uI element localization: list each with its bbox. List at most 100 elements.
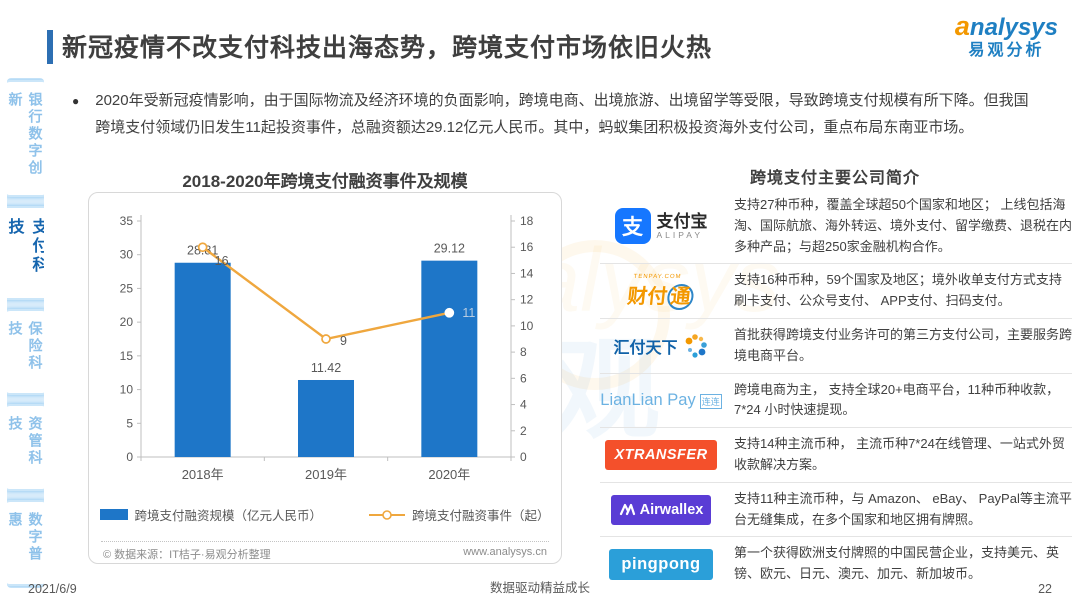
summary-text: 2020年受新冠疫情影响，由于国际物流及经济环境的负面影响，跨境电商、出境旅游、… (95, 92, 1029, 136)
xtransfer-logo: XTRANSFER (605, 439, 717, 470)
company-desc: 支持14种主流币种， 主流币种7*24在线管理、一站式外贸收款解决方案。 (734, 436, 1065, 472)
right-axis-tick: 12 (520, 293, 534, 307)
left-axis-tick: 35 (120, 214, 134, 228)
line-label: 16 (215, 254, 229, 268)
right-axis-tick: 4 (520, 398, 527, 412)
analysys-logo-wordmark: analysys (954, 11, 1058, 42)
footer-date: 2021/6/9 (28, 582, 77, 596)
analysys-url-link[interactable]: www.analysys.cn (463, 546, 547, 558)
data-source-text: © 数据来源：IT桔子·易观分析整理 (103, 549, 271, 561)
lianlian-logo-en: LianLian Pay (600, 390, 696, 409)
company-desc: 第一个获得欧洲支付牌照的中国民营企业，支持美元、英镑、欧元、日元、澳元、加元、新… (734, 545, 1060, 582)
line-swatch-icon (369, 509, 405, 520)
companies-list: 支 支付宝 ALIPAY 支持27种币种，覆盖全球超50个国家和地区； 上线包括… (600, 189, 1072, 591)
lianlian-logo-cn: 连连 (699, 393, 722, 409)
page-title: 新冠疫情不改支付科技出海态势，跨境支付市场依旧火热 (62, 34, 713, 62)
tenpay-logo-cn: 财付 (626, 285, 669, 308)
left-axis-tick: 15 (120, 349, 134, 363)
bar-label: 29.12 (434, 242, 465, 256)
sidebar-item-banking-digital[interactable]: 银行数字创新 (7, 80, 44, 198)
chart-divider (101, 541, 549, 542)
data-point (444, 307, 455, 318)
company-desc: 支持11种主流币种，与 Amazon、 eBay、 PayPal等主流平台无缝集… (734, 490, 1072, 527)
alipay-icon: 支 (614, 208, 651, 245)
x-axis-label: 2018年 (182, 467, 224, 482)
alipay-logo-cn: 支付宝 (656, 211, 708, 231)
chart-card: 0510152025303502468101214161828.812018年1… (88, 192, 562, 564)
bar-2020年 (421, 260, 478, 457)
analysys-wordmark-rest: nalysys (969, 14, 1058, 41)
alipay-logo-en: ALIPAY (656, 230, 704, 241)
airwallex-logo-text: Airwallex (639, 501, 704, 518)
huifu-logo: 汇付天下 (613, 333, 708, 359)
pingpong-logo-text: pingpong (621, 554, 701, 573)
data-point (321, 334, 331, 344)
huifu-logo-cn: 汇付天下 (613, 339, 678, 357)
sidebar-item-payment-tech[interactable]: 支付科技 (7, 206, 44, 301)
bar-swatch-icon (100, 509, 129, 520)
right-axis-tick: 18 (520, 214, 534, 228)
right-axis-tick: 2 (520, 424, 527, 438)
page-number: 22 (1038, 582, 1052, 596)
chart-legend: 跨境支付融资规模（亿元人民币） 跨境支付融资事件（起） (89, 505, 561, 524)
right-axis-tick: 14 (520, 266, 534, 280)
huifu-pinwheel-icon (685, 333, 707, 358)
right-axis-tick: 0 (520, 450, 527, 464)
title-accent-bar (47, 30, 53, 64)
chart-source-row: © 数据来源：IT桔子·易观分析整理 www.analysys.cn (103, 546, 547, 562)
left-axis-tick: 10 (120, 383, 134, 397)
company-desc: 支持16种币种，59个国家及地区；境外收单支付方式支持刷卡支付、公众号支付、 A… (734, 272, 1062, 309)
bullet-icon: ● (72, 94, 80, 108)
companies-panel-title: 跨境支付主要公司简介 (749, 170, 920, 187)
right-axis-tick: 6 (520, 371, 527, 385)
summary-bullet: ● 2020年受新冠疫情影响，由于国际物流及经济环境的负面影响，跨境电商、出境旅… (72, 88, 1032, 141)
left-axis-tick: 0 (126, 450, 133, 464)
lianlian-logo: LianLian Pay 连连 (600, 390, 722, 410)
tenpay-logo: TENPAY.COM 财付通 (626, 273, 696, 310)
company-row-lianlian: LianLian Pay 连连 跨境电商为主， 支持全球20+电商平台，11种币… (600, 374, 1072, 429)
company-row-huifu: 汇付天下 首批获得跨境支付业务许可的第三方支付公司，主要服务跨境电商平台。 (600, 319, 1072, 374)
line-label: 11 (462, 306, 475, 320)
pingpong-logo: pingpong (609, 548, 713, 580)
sidebar-item-digital-inclusion[interactable]: 数字普惠 (7, 499, 44, 586)
legend-bar-series: 跨境支付融资规模（亿元人民币） (100, 505, 322, 524)
analysys-logo-cn: 易观分析 (968, 41, 1045, 59)
x-axis-label: 2020年 (428, 467, 470, 482)
legend-line-series: 跨境支付融资事件（起） (368, 505, 550, 524)
funding-chart: 0510152025303502468101214161828.812018年1… (120, 214, 534, 482)
company-desc: 跨境电商为主， 支持全球20+电商平台，11种币种收款，7*24 小时快速提现。 (734, 381, 1060, 418)
analysys-logo: analysys 易观分析 (954, 11, 1058, 59)
trend-line (201, 246, 450, 341)
bar-2018年 (174, 262, 231, 457)
footer-slogan: 数据驱动精益成长 (489, 581, 590, 595)
tenpay-logo-tong: 通 (666, 283, 695, 310)
airwallex-logo: Airwallex (610, 494, 712, 525)
bar-2019年 (298, 379, 354, 457)
airwallex-mark-icon (619, 503, 635, 516)
line-label: 9 (340, 334, 347, 348)
bar-label: 11.42 (311, 361, 341, 375)
left-axis-tick: 20 (120, 315, 134, 329)
company-desc: 支持27种币种，覆盖全球超50个国家和地区； 上线包括海淘、国际航旅、海外转运、… (734, 197, 1073, 254)
right-axis-tick: 10 (520, 319, 534, 333)
left-axis-tick: 30 (120, 248, 134, 262)
sidebar: 银行数字创新 支付科技 保险科技 资管科技 数字普惠 (7, 78, 44, 588)
sidebar-item-insurance-tech[interactable]: 保险科技 (7, 309, 44, 396)
company-row-alipay: 支 支付宝 ALIPAY 支持27种币种，覆盖全球超50个国家和地区； 上线包括… (600, 189, 1073, 265)
xtransfer-logo-text: XTRANSFER (614, 446, 708, 463)
left-axis-tick: 5 (126, 416, 133, 430)
company-desc: 首批获得跨境支付业务许可的第三方支付公司，主要服务跨境电商平台。 (734, 326, 1073, 363)
chart-title: 2018-2020年跨境支付融资事件及规模 (182, 172, 468, 191)
analysys-a-icon: a (954, 11, 970, 41)
legend-bar-label: 跨境支付融资规模（亿元人民币） (134, 509, 322, 523)
alipay-logo: 支 支付宝 ALIPAY (600, 208, 722, 245)
company-row-xtransfer: XTRANSFER 支持14种主流币种， 主流币种7*24在线管理、一站式外贸收… (600, 428, 1072, 483)
company-row-airwallex: Airwallex 支持11种主流币种，与 Amazon、 eBay、 PayP… (600, 483, 1072, 538)
tenpay-logo-sub: TENPAY.COM (633, 273, 682, 280)
right-axis-tick: 8 (520, 345, 527, 359)
company-row-pingpong: pingpong 第一个获得欧洲支付牌照的中国民营企业，支持美元、英镑、欧元、日… (600, 537, 1072, 591)
right-axis-tick: 16 (520, 240, 534, 254)
left-axis-tick: 25 (120, 281, 134, 295)
x-axis-label: 2019年 (305, 467, 347, 482)
sidebar-item-asset-mgmt-tech[interactable]: 资管科技 (7, 404, 44, 491)
